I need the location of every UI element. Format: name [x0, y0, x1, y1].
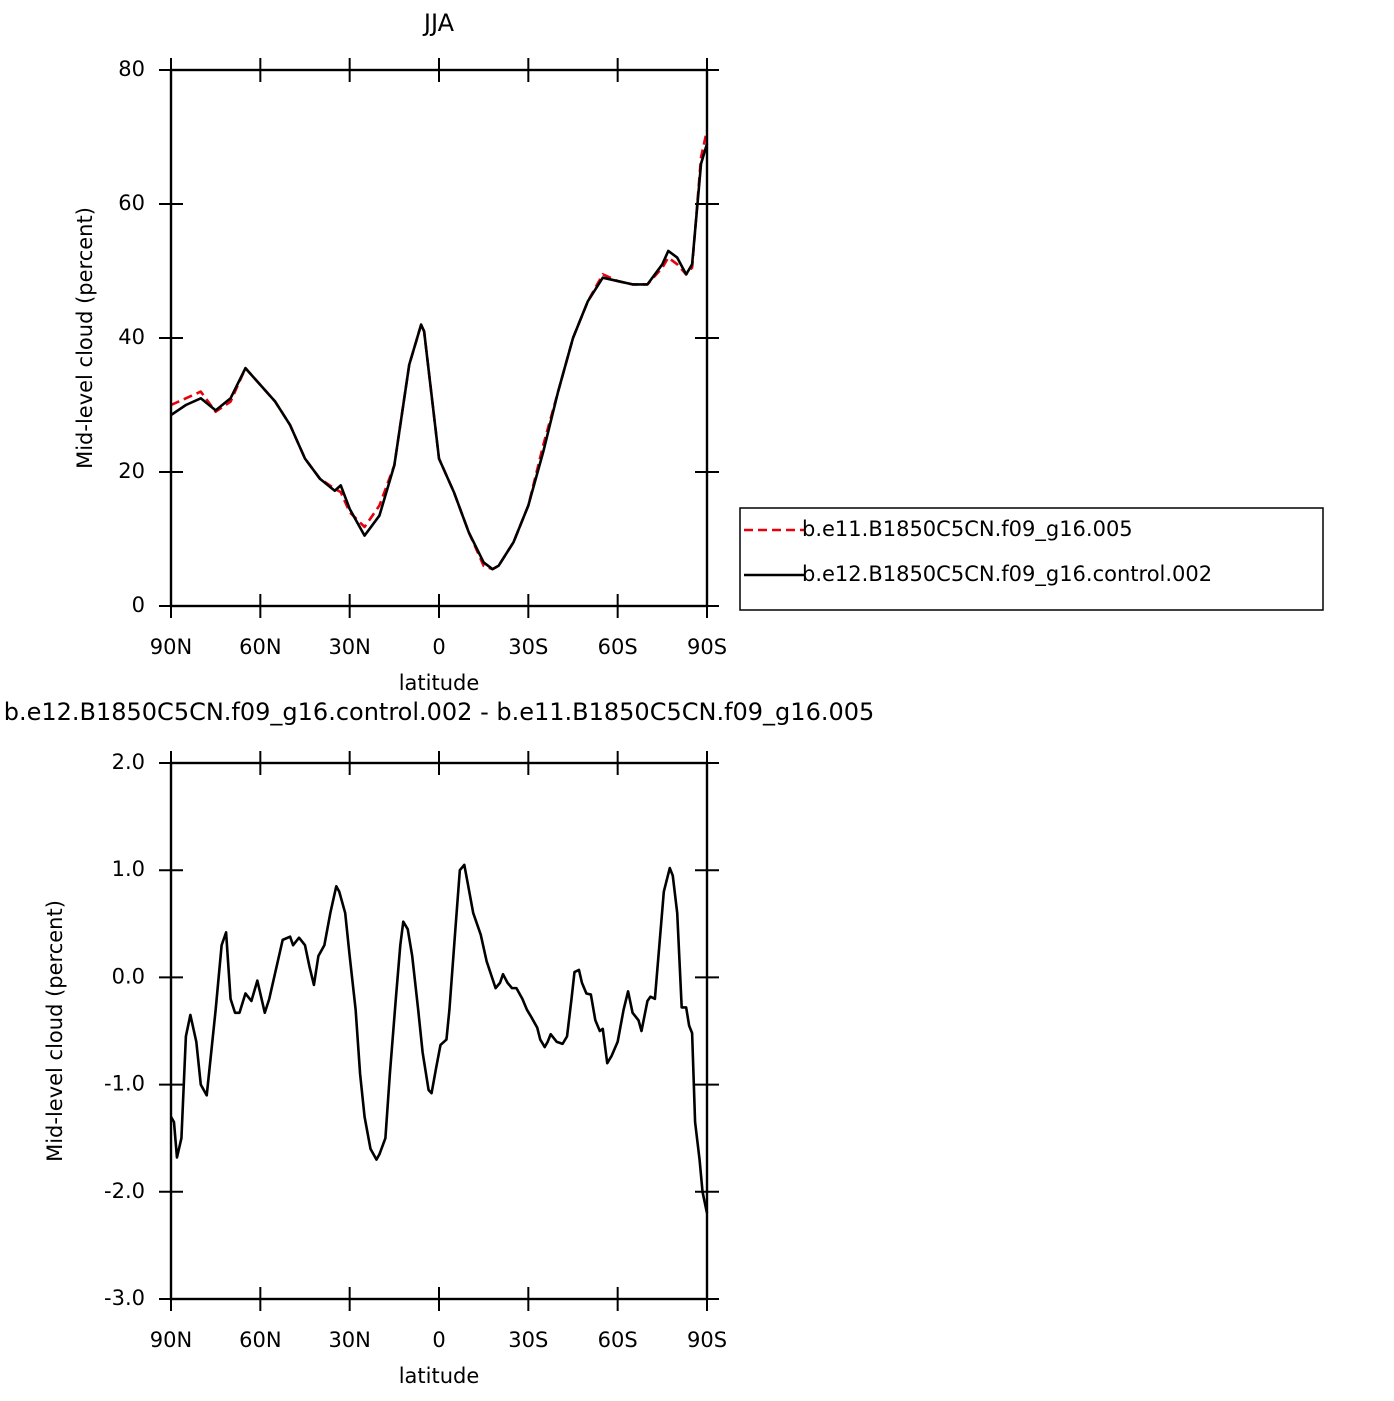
y-tick-label: -3.0 [104, 1286, 145, 1310]
x-tick-label: 30S [508, 635, 548, 659]
chart-title: JJA [422, 9, 455, 37]
y-axis-label: Mid-level cloud (percent) [43, 900, 67, 1162]
x-tick-label: 30N [328, 635, 370, 659]
x-tick-label: 60N [239, 1328, 281, 1352]
legend-box [739, 507, 1324, 611]
y-tick-label: 60 [118, 191, 145, 215]
x-axis-label: latitude [399, 1364, 480, 1388]
series-line [170, 130, 709, 571]
y-tick-label: -1.0 [104, 1072, 145, 1096]
y-tick-label: 1.0 [112, 857, 145, 881]
x-tick-label: 30S [508, 1328, 548, 1352]
x-tick-label: 90S [687, 1328, 727, 1352]
x-tick-label: 30N [328, 1328, 370, 1352]
x-tick-label: 0 [432, 635, 445, 659]
y-tick-label: 2.0 [112, 750, 145, 774]
x-tick-label: 90N [150, 635, 192, 659]
legend-label: b.e11.B1850C5CN.f09_g16.005 [802, 517, 1133, 542]
y-tick-label: 0.0 [112, 964, 145, 988]
legend-label: b.e12.B1850C5CN.f09_g16.control.002 [802, 562, 1212, 587]
y-axis-label: Mid-level cloud (percent) [73, 207, 97, 469]
x-axis-label: latitude [399, 671, 480, 695]
series-line [169, 863, 709, 1214]
series-line [170, 143, 709, 571]
y-tick-label: 0 [132, 593, 145, 617]
plot-frame [169, 761, 709, 1301]
x-tick-label: 90N [150, 1328, 192, 1352]
chart-title: b.e12.B1850C5CN.f09_g16.control.002 - b.… [4, 698, 875, 726]
y-tick-label: 20 [118, 459, 145, 483]
y-tick-label: 40 [118, 325, 145, 349]
y-tick-label: 80 [118, 57, 145, 81]
x-tick-label: 90S [687, 635, 727, 659]
y-tick-label: -2.0 [104, 1179, 145, 1203]
x-tick-label: 0 [432, 1328, 445, 1352]
x-tick-label: 60S [598, 1328, 638, 1352]
x-tick-label: 60N [239, 635, 281, 659]
x-tick-label: 60S [598, 635, 638, 659]
plot-frame [169, 68, 709, 608]
